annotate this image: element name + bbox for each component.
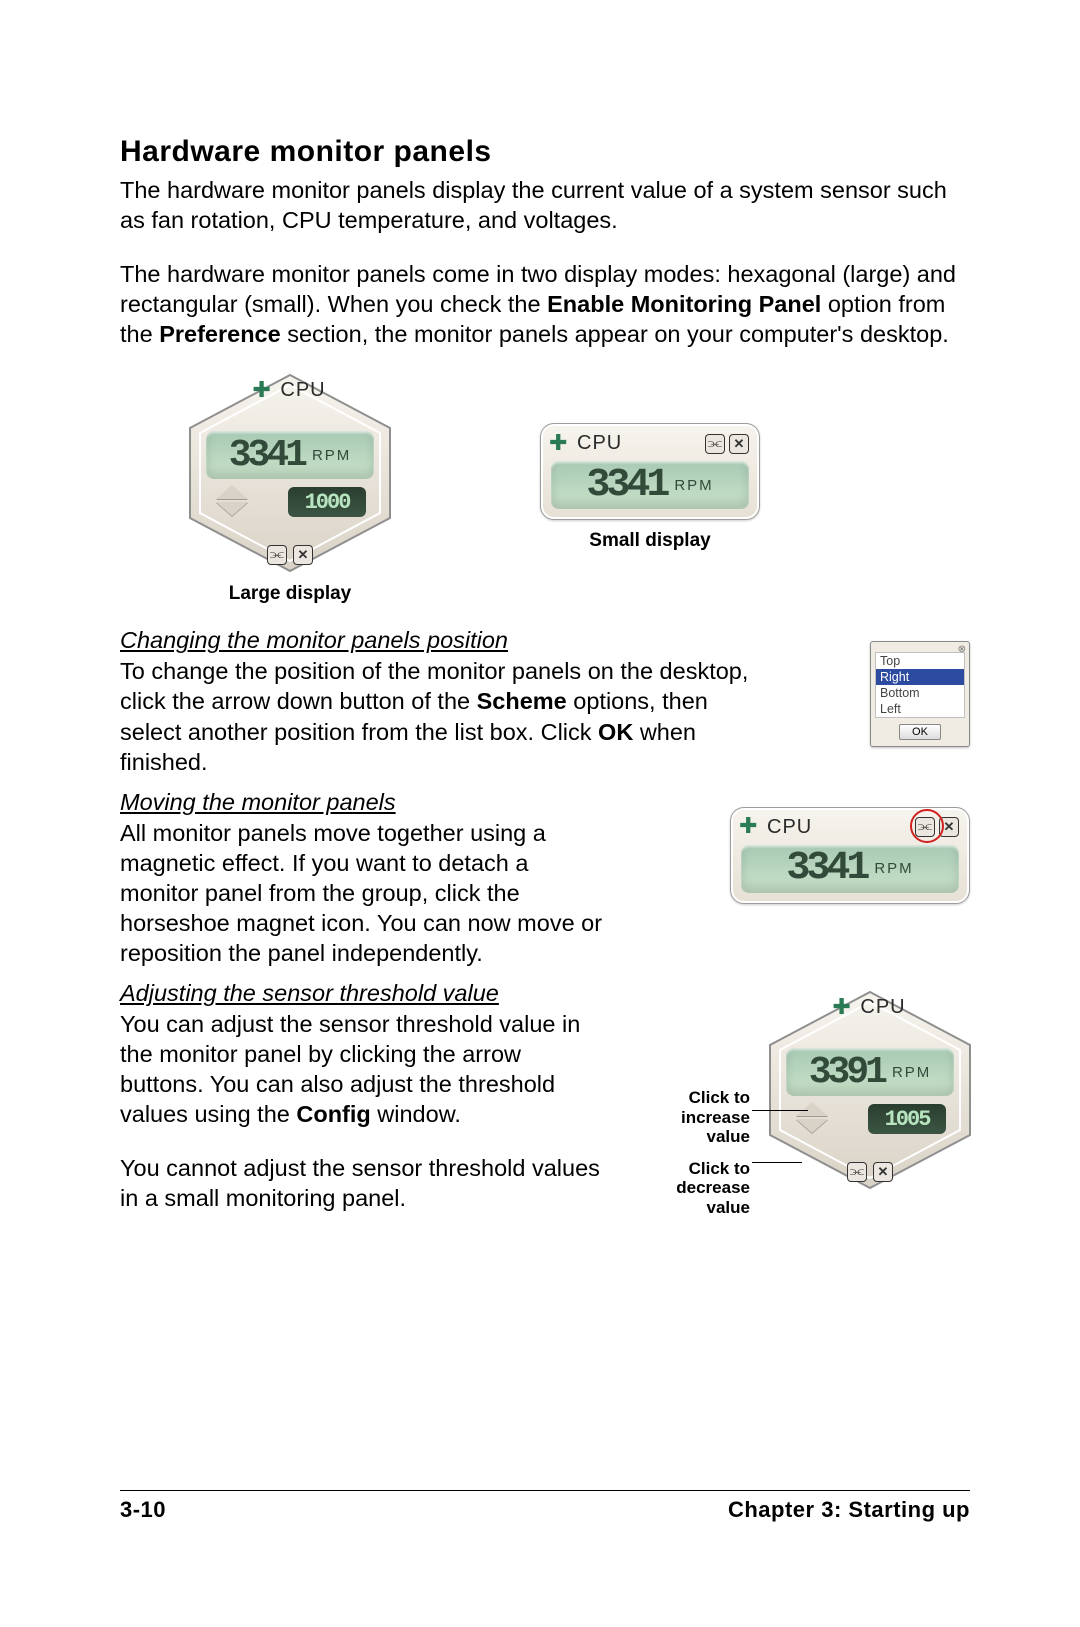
ok-button[interactable]: OK [899,724,941,740]
increase-button[interactable] [796,1102,828,1116]
annotation-labels: Click to increase value Click to decreas… [640,1088,750,1217]
bold-run: Enable Monitoring Panel [547,291,821,317]
cpu-text: CPU [577,432,622,455]
label-increase: Click to increase value [640,1088,750,1147]
magnet-icon[interactable] [847,1162,867,1182]
hex-panel[interactable]: CPU 3391 RPM 1005 [760,990,980,1190]
page-number: 3-10 [120,1497,166,1523]
magnet-icon[interactable] [915,817,935,837]
figure-row-displays: CPU 3341 RPM 1000 Large display [180,373,970,605]
scheme-option[interactable]: Left [876,701,964,717]
leader-line [752,1162,802,1163]
threshold-arrows [216,485,248,516]
hex-panel[interactable]: CPU 3341 RPM 1000 [180,373,400,573]
threshold-arrows [796,1102,828,1133]
readout-value: 3341 [586,463,666,508]
document-page: Hardware monitor panels The hardware mon… [120,135,970,1238]
body-text: To change the position of the monitor pa… [120,656,750,776]
bold-run: Config [296,1101,370,1127]
scheme-listbox-figure: ⊗ TopRightBottomLeft OK [870,641,970,747]
close-icon[interactable]: ⊗ [958,644,966,655]
threshold-value: 1000 [305,490,350,515]
readout-unit: RPM [312,447,351,464]
fan-icon [254,381,274,401]
readout-value: 3341 [786,846,866,891]
small-panel[interactable]: CPU 3341 RPM [730,807,970,904]
close-icon[interactable] [293,545,313,565]
main-readout: 3341 RPM [741,845,959,893]
readout-unit: RPM [874,860,913,877]
cpu-text: CPU [280,379,325,402]
bold-run: Preference [159,321,281,347]
readout-unit: RPM [674,477,713,494]
label-decrease: Click to decrease value [640,1159,750,1218]
section-adjusting-threshold: Adjusting the sensor threshold value You… [120,980,970,1213]
page-footer: 3-10 Chapter 3: Starting up [120,1490,970,1523]
bold-run: Scheme [477,688,567,714]
intro-paragraph-2: The hardware monitor panels come in two … [120,259,970,349]
fan-icon [834,998,854,1018]
caption-small: Small display [589,530,710,552]
readout-value: 3391 [809,1051,884,1094]
scheme-listbox[interactable]: ⊗ TopRightBottomLeft OK [870,641,970,747]
cpu-label: CPU [741,816,812,839]
leader-line [752,1110,808,1111]
close-icon[interactable] [729,434,749,454]
figure-threshold-panel: CPU 3391 RPM 1005 [760,990,980,1190]
panel-icons [180,545,400,565]
text-run: window. [371,1101,461,1127]
readout-unit: RPM [892,1064,931,1081]
fan-icon [551,434,571,454]
close-icon[interactable] [873,1162,893,1182]
fan-icon [741,817,761,837]
cpu-label: CPU [254,379,325,402]
caption-large: Large display [229,583,352,605]
decrease-button[interactable] [796,1119,828,1133]
body-text-2: You cannot adjust the sensor threshold v… [120,1153,600,1213]
figure-large-display: CPU 3341 RPM 1000 Large display [180,373,400,605]
figure-magnet-panel: CPU 3341 RPM [730,807,970,904]
cpu-label: CPU [834,996,905,1019]
text-run: section, the monitor panels appear on yo… [281,321,949,347]
section-title: Hardware monitor panels [120,135,970,169]
section-changing-position: Changing the monitor panels position To … [120,627,970,776]
bold-run: OK [598,719,633,745]
decrease-button[interactable] [216,502,248,516]
scheme-options[interactable]: TopRightBottomLeft [875,652,965,718]
scheme-option[interactable]: Top [876,653,964,669]
main-readout: 3341 RPM [206,431,374,479]
readout-value: 3341 [229,434,304,477]
intro-paragraph-1: The hardware monitor panels display the … [120,175,970,235]
subhead: Changing the monitor panels position [120,627,970,654]
scheme-option[interactable]: Bottom [876,685,964,701]
body-text: You can adjust the sensor threshold valu… [120,1009,600,1129]
cpu-text: CPU [860,996,905,1019]
threshold-value: 1005 [885,1107,930,1132]
figure-small-display: CPU 3341 RPM Small display [540,423,760,605]
threshold-readout: 1000 [288,487,366,517]
body-text: All monitor panels move together using a… [120,818,610,968]
panel-icons [760,1162,980,1182]
cpu-text: CPU [767,816,812,839]
magnet-icon[interactable] [705,434,725,454]
increase-button[interactable] [216,485,248,499]
section-moving-panels: Moving the monitor panels All monitor pa… [120,789,970,968]
magnet-icon[interactable] [267,545,287,565]
chapter-label: Chapter 3: Starting up [728,1497,970,1523]
cpu-label: CPU [551,432,622,455]
main-readout: 3391 RPM [786,1048,954,1096]
scheme-option[interactable]: Right [876,669,964,685]
main-readout: 3341 RPM [551,461,749,509]
close-icon[interactable] [939,817,959,837]
threshold-readout: 1005 [868,1104,946,1134]
small-panel[interactable]: CPU 3341 RPM [540,423,760,520]
